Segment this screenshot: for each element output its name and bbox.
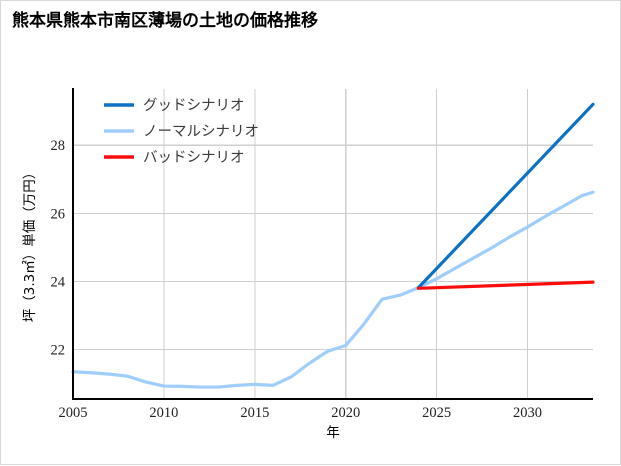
y-tick-label: 28: [51, 138, 66, 154]
chart-title: 熊本県熊本市南区薄場の土地の価格推移: [12, 11, 318, 30]
series-group: [71, 102, 595, 389]
legend-label-1: ノーマルシナリオ: [143, 124, 259, 140]
y-tick-labels: 22 24 26 28: [51, 138, 66, 358]
axis-titles: 年 坪（3.3㎡）単価（万円）: [22, 166, 340, 441]
x-tick-label: 2005: [59, 405, 88, 421]
x-tick-label: 2030: [513, 405, 542, 421]
x-tick-label: 2025: [422, 405, 451, 421]
series-line-ノーマルシナリオ: [71, 190, 595, 389]
y-axis-title: 坪（3.3㎡）単価（万円）: [22, 166, 38, 322]
legend-label-2: バッドシナリオ: [143, 150, 245, 166]
y-tick-label: 24: [51, 274, 66, 290]
y-tick-label: 26: [51, 206, 66, 222]
legend-label-0: グッドシナリオ: [143, 97, 245, 114]
axis-spines: [72, 88, 593, 400]
x-tick-labels: 2005 2010 2015 2020 2025 2030: [59, 405, 543, 421]
y-tick-label: 22: [51, 343, 66, 359]
x-tick-label: 2010: [149, 405, 178, 421]
series-line-グッドシナリオ: [416, 102, 595, 290]
x-tick-label: 2015: [240, 405, 269, 421]
x-axis-title: 年: [326, 425, 340, 441]
x-tick-label: 2020: [331, 405, 360, 421]
series-line-バッドシナリオ: [416, 280, 595, 290]
